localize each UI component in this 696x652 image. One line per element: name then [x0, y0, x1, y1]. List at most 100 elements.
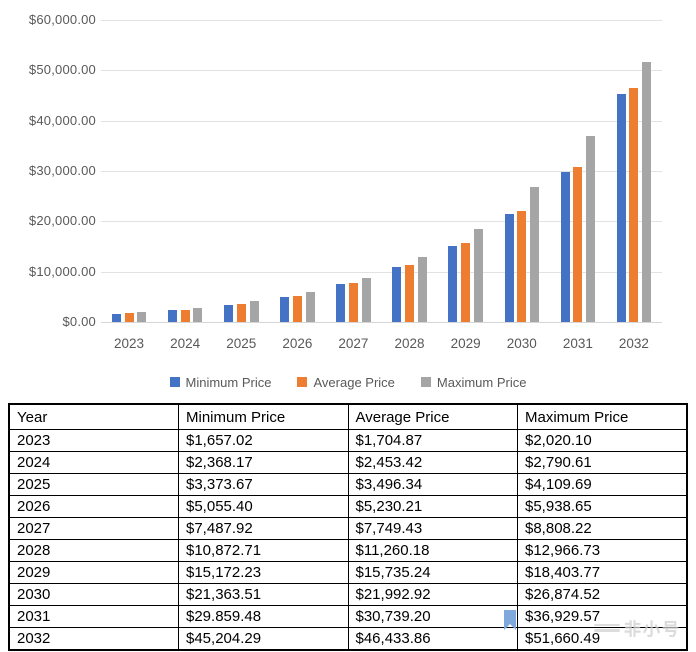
x-axis-tick-label: 2023 — [114, 336, 145, 351]
table-cell: $2,453.42 — [347, 451, 518, 474]
table-cell: $3,496.34 — [347, 473, 518, 496]
table-row: 2031 $29.859.48 $30,739.20 $36,929.57 — [8, 605, 688, 628]
x-axis-tick-label: 2029 — [450, 336, 481, 351]
bar-average-price-2025 — [236, 304, 246, 322]
legend-item-minimum-price: Minimum Price — [169, 374, 272, 390]
table-cell: $36,929.57 — [517, 605, 688, 628]
table-cell: $7,749.43 — [347, 517, 518, 540]
bar-maximum-price-2032 — [642, 61, 652, 322]
legend-label: Average Price — [313, 374, 395, 390]
table-header-cell: Minimum Price — [178, 403, 349, 430]
table-row: 2032 $45,204.29 $46,433.86 $51,660.49 — [8, 627, 688, 651]
bar-maximum-price-2024 — [193, 307, 203, 322]
table-cell: $30,739.20 — [347, 605, 518, 628]
table-cell: $3,373.67 — [178, 473, 349, 496]
table-cell: 2027 — [8, 517, 179, 540]
table-cell: $21,992.92 — [347, 583, 518, 606]
table-cell: $5,230.21 — [347, 495, 518, 518]
bar-maximum-price-2029 — [473, 229, 483, 322]
y-axis-tick-label: $10,000.00 — [28, 263, 96, 279]
table-header-cell: Year — [8, 403, 179, 430]
table-row: 2030 $21,363.51 $21,992.92 $26,874.52 — [8, 583, 688, 606]
bar-maximum-price-2027 — [361, 277, 371, 322]
bar-maximum-price-2026 — [305, 292, 315, 322]
x-axis-tick-label: 2030 — [506, 336, 537, 351]
gridline — [101, 221, 662, 223]
table-cell: $26,874.52 — [517, 583, 688, 606]
table-cell: $5,938.65 — [517, 495, 688, 518]
table-row: 2027 $7,487.92 $7,749.43 $8,808.22 — [8, 517, 688, 540]
price-forecast-chart: Minimum Price Average Price Maximum Price … — [0, 12, 696, 392]
table-cell: 2026 — [8, 495, 179, 518]
bar-minimum-price-2029 — [448, 245, 458, 322]
table-cell: $2,020.10 — [517, 429, 688, 452]
table-cell: 2031 — [8, 605, 179, 628]
gridline — [101, 70, 662, 72]
bar-average-price-2024 — [180, 309, 190, 322]
y-axis-tick-label: $20,000.00 — [28, 213, 96, 229]
y-axis-tick-label: $50,000.00 — [28, 62, 96, 78]
table-cell: 2024 — [8, 451, 179, 474]
table-cell: $2,368.17 — [178, 451, 349, 474]
gridline — [101, 120, 662, 122]
table-cell: 2028 — [8, 539, 179, 562]
legend-swatch-icon — [297, 377, 308, 387]
table-cell: 2023 — [8, 429, 179, 452]
bar-average-price-2023 — [124, 313, 134, 322]
bar-minimum-price-2031 — [560, 171, 570, 322]
bar-minimum-price-2028 — [392, 267, 402, 322]
bar-average-price-2026 — [292, 295, 302, 322]
table-row: 2025 $3,373.67 $3,496.34 $4,109.69 — [8, 473, 688, 496]
bar-maximum-price-2025 — [249, 301, 259, 322]
table-cell: $21,363.51 — [178, 583, 349, 606]
table-cell: $1,657.02 — [178, 429, 349, 452]
bar-minimum-price-2027 — [336, 284, 346, 322]
table-row: 2023 $1,657.02 $1,704.87 $2,020.10 — [8, 429, 688, 452]
bar-minimum-price-2024 — [167, 310, 177, 322]
table-body: 2023 $1,657.02 $1,704.87 $2,020.10 2024 $2,36… — [8, 429, 688, 651]
table-cell: $11,260.18 — [347, 539, 518, 562]
bar-average-price-2030 — [517, 211, 527, 322]
x-axis-tick-label: 2032 — [618, 336, 649, 351]
table-cell: 2032 — [8, 627, 179, 651]
x-axis-tick-label: 2025 — [226, 336, 257, 351]
table-cell: 2025 — [8, 473, 179, 496]
x-axis-line — [101, 322, 662, 323]
y-axis-tick-label: $0.00 — [62, 314, 96, 329]
table-row: 2028 $10,872.71 $11,260.18 $12,966.73 — [8, 539, 688, 562]
table-row: 2026 $5,055.40 $5,230.21 $5,938.65 — [8, 495, 688, 518]
bar-maximum-price-2028 — [417, 256, 427, 322]
table-cell: $45,204.29 — [178, 627, 349, 651]
y-axis-tick-label: $30,000.00 — [28, 163, 96, 178]
bar-maximum-price-2023 — [137, 311, 147, 322]
gridline — [101, 271, 662, 273]
x-axis-tick-label: 2026 — [282, 336, 313, 351]
chart-legend: Minimum Price Average Price Maximum Price — [0, 372, 696, 392]
x-axis-tick-label: 2028 — [394, 336, 425, 351]
bar-minimum-price-2023 — [111, 313, 121, 322]
legend-label: Maximum Price — [436, 374, 527, 390]
table-cell: $1,704.87 — [347, 429, 518, 452]
bar-maximum-price-2030 — [530, 186, 539, 322]
table-header-row: Year Minimum Price Average Price Maximum Pr… — [8, 403, 688, 430]
table-cell: $7,487.92 — [178, 517, 349, 540]
legend-label: Minimum Price — [185, 374, 272, 390]
table-cell: $4,109.69 — [517, 473, 688, 496]
bar-minimum-price-2032 — [616, 94, 626, 322]
legend-swatch-icon — [169, 377, 180, 387]
table-cell: $15,735.24 — [347, 561, 518, 584]
x-axis-tick-label: 2027 — [338, 336, 369, 351]
bar-average-price-2027 — [348, 282, 358, 322]
table-cell: $8,808.22 — [517, 517, 688, 540]
bar-minimum-price-2030 — [504, 214, 514, 322]
bar-minimum-price-2025 — [224, 305, 233, 322]
table-cell: $10,872.71 — [178, 539, 349, 562]
table-cell: $46,433.86 — [347, 627, 518, 651]
bar-average-price-2029 — [461, 242, 471, 322]
legend-item-average-price: Average Price — [297, 374, 395, 390]
table-header-cell: Average Price — [347, 403, 518, 430]
x-axis-tick-label: 2024 — [170, 336, 201, 351]
table-row: 2029 $15,172.23 $15,735.24 $18,403.77 — [8, 561, 688, 584]
y-axis-tick-label: $40,000.00 — [28, 112, 96, 128]
legend-swatch-icon — [420, 377, 431, 387]
